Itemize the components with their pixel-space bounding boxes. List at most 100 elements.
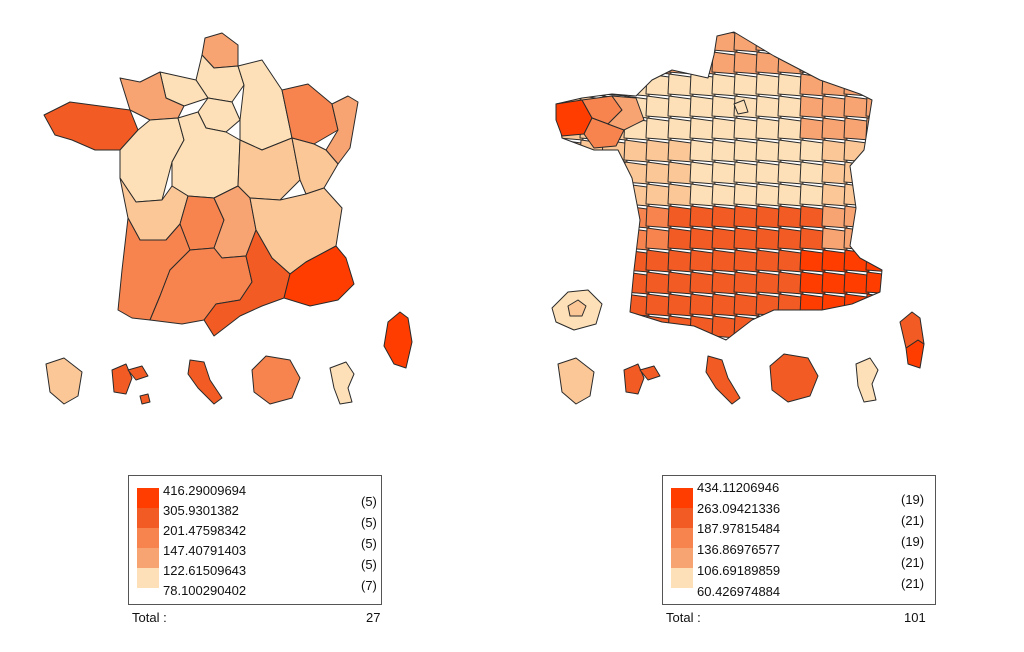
department-cell[interactable] bbox=[711, 73, 738, 97]
department-cell[interactable] bbox=[777, 161, 804, 185]
dept-mayotte[interactable] bbox=[855, 357, 879, 403]
department-cell[interactable] bbox=[865, 117, 891, 141]
department-cell[interactable] bbox=[689, 51, 716, 75]
department-cell[interactable] bbox=[601, 30, 628, 53]
department-cell[interactable] bbox=[557, 183, 584, 207]
department-cell[interactable] bbox=[645, 139, 672, 163]
department-cell[interactable] bbox=[888, 272, 913, 294]
department-cell[interactable] bbox=[888, 30, 913, 52]
department-cell[interactable] bbox=[799, 139, 826, 163]
department-cell[interactable] bbox=[733, 51, 760, 75]
department-cell[interactable] bbox=[601, 337, 628, 360]
dept-ille-et-vilaine[interactable] bbox=[607, 95, 645, 131]
department-cell[interactable] bbox=[557, 337, 584, 360]
department-cell[interactable] bbox=[667, 30, 694, 53]
department-cell[interactable] bbox=[777, 51, 804, 75]
department-cell[interactable] bbox=[645, 271, 672, 295]
department-cell[interactable] bbox=[557, 249, 584, 273]
department-cell[interactable] bbox=[843, 315, 870, 339]
department-cell[interactable] bbox=[667, 205, 694, 229]
department-cell[interactable] bbox=[601, 73, 628, 97]
department-cell[interactable] bbox=[888, 74, 913, 96]
department-cell[interactable] bbox=[755, 139, 782, 163]
department-cell[interactable] bbox=[645, 337, 672, 360]
department-cell[interactable] bbox=[821, 30, 848, 53]
department-cell[interactable] bbox=[777, 315, 804, 339]
department-cell[interactable] bbox=[557, 51, 584, 75]
department-cell[interactable] bbox=[843, 30, 870, 53]
department-cell[interactable] bbox=[755, 205, 782, 229]
department-cell[interactable] bbox=[667, 293, 694, 317]
department-cell[interactable] bbox=[821, 227, 848, 251]
department-cell[interactable] bbox=[777, 227, 804, 251]
department-cell[interactable] bbox=[645, 95, 672, 119]
department-cell[interactable] bbox=[601, 161, 628, 185]
department-cell[interactable] bbox=[623, 73, 650, 97]
department-cell[interactable] bbox=[888, 184, 913, 206]
department-cell[interactable] bbox=[777, 95, 804, 119]
department-cell[interactable] bbox=[689, 30, 716, 53]
department-cell[interactable] bbox=[777, 205, 804, 229]
department-cell[interactable] bbox=[821, 293, 848, 317]
department-cell[interactable] bbox=[865, 73, 891, 97]
department-cell[interactable] bbox=[733, 183, 760, 207]
department-cell[interactable] bbox=[799, 293, 826, 317]
department-cell[interactable] bbox=[865, 293, 891, 317]
department-cell[interactable] bbox=[623, 139, 650, 163]
department-cell[interactable] bbox=[601, 227, 628, 251]
department-cell[interactable] bbox=[821, 183, 848, 207]
department-cell[interactable] bbox=[799, 51, 826, 75]
department-cell[interactable] bbox=[799, 227, 826, 251]
department-cell[interactable] bbox=[821, 117, 848, 141]
department-cell[interactable] bbox=[888, 162, 913, 184]
department-cell[interactable] bbox=[711, 51, 738, 75]
department-cell[interactable] bbox=[711, 337, 738, 360]
department-cell[interactable] bbox=[711, 117, 738, 141]
region-reunion[interactable] bbox=[251, 355, 301, 405]
region-champagne-ardenne[interactable] bbox=[237, 59, 293, 151]
region-guadeloupe-islet-2[interactable] bbox=[139, 393, 151, 405]
department-cell[interactable] bbox=[865, 205, 891, 229]
department-cell[interactable] bbox=[733, 139, 760, 163]
department-cell[interactable] bbox=[667, 95, 694, 119]
department-cell[interactable] bbox=[799, 183, 826, 207]
dept-saint-pierre-inner[interactable] bbox=[567, 299, 587, 317]
department-cell[interactable] bbox=[711, 183, 738, 207]
department-cell[interactable] bbox=[667, 73, 694, 97]
department-cell[interactable] bbox=[579, 337, 606, 360]
department-cell[interactable] bbox=[888, 228, 913, 250]
department-cell[interactable] bbox=[667, 183, 694, 207]
department-cell[interactable] bbox=[799, 30, 826, 53]
department-cell[interactable] bbox=[667, 139, 694, 163]
department-cell[interactable] bbox=[579, 161, 606, 185]
region-corse[interactable] bbox=[383, 311, 413, 369]
department-cell[interactable] bbox=[623, 315, 650, 339]
department-cell[interactable] bbox=[755, 271, 782, 295]
department-cell[interactable] bbox=[601, 249, 628, 273]
department-cell[interactable] bbox=[733, 337, 760, 360]
department-cell[interactable] bbox=[645, 227, 672, 251]
region-languedoc-roussillon[interactable] bbox=[203, 229, 291, 337]
department-cell[interactable] bbox=[843, 337, 870, 360]
department-cell[interactable] bbox=[711, 161, 738, 185]
department-cell[interactable] bbox=[733, 227, 760, 251]
dept-reunion[interactable] bbox=[769, 353, 819, 403]
region-paca[interactable] bbox=[283, 245, 355, 307]
department-cell[interactable] bbox=[733, 117, 760, 141]
department-cell[interactable] bbox=[777, 117, 804, 141]
department-cell[interactable] bbox=[689, 73, 716, 97]
department-cell[interactable] bbox=[799, 73, 826, 97]
department-cell[interactable] bbox=[645, 315, 672, 339]
department-cell[interactable] bbox=[557, 205, 584, 229]
department-cell[interactable] bbox=[733, 161, 760, 185]
department-cell[interactable] bbox=[888, 294, 913, 316]
department-cell[interactable] bbox=[843, 271, 870, 295]
department-cell[interactable] bbox=[821, 249, 848, 273]
department-cell[interactable] bbox=[755, 95, 782, 119]
department-cell[interactable] bbox=[601, 51, 628, 75]
department-cell[interactable] bbox=[755, 249, 782, 273]
department-cell[interactable] bbox=[865, 337, 891, 360]
department-cell[interactable] bbox=[843, 205, 870, 229]
department-cell[interactable] bbox=[667, 161, 694, 185]
department-cell[interactable] bbox=[799, 205, 826, 229]
